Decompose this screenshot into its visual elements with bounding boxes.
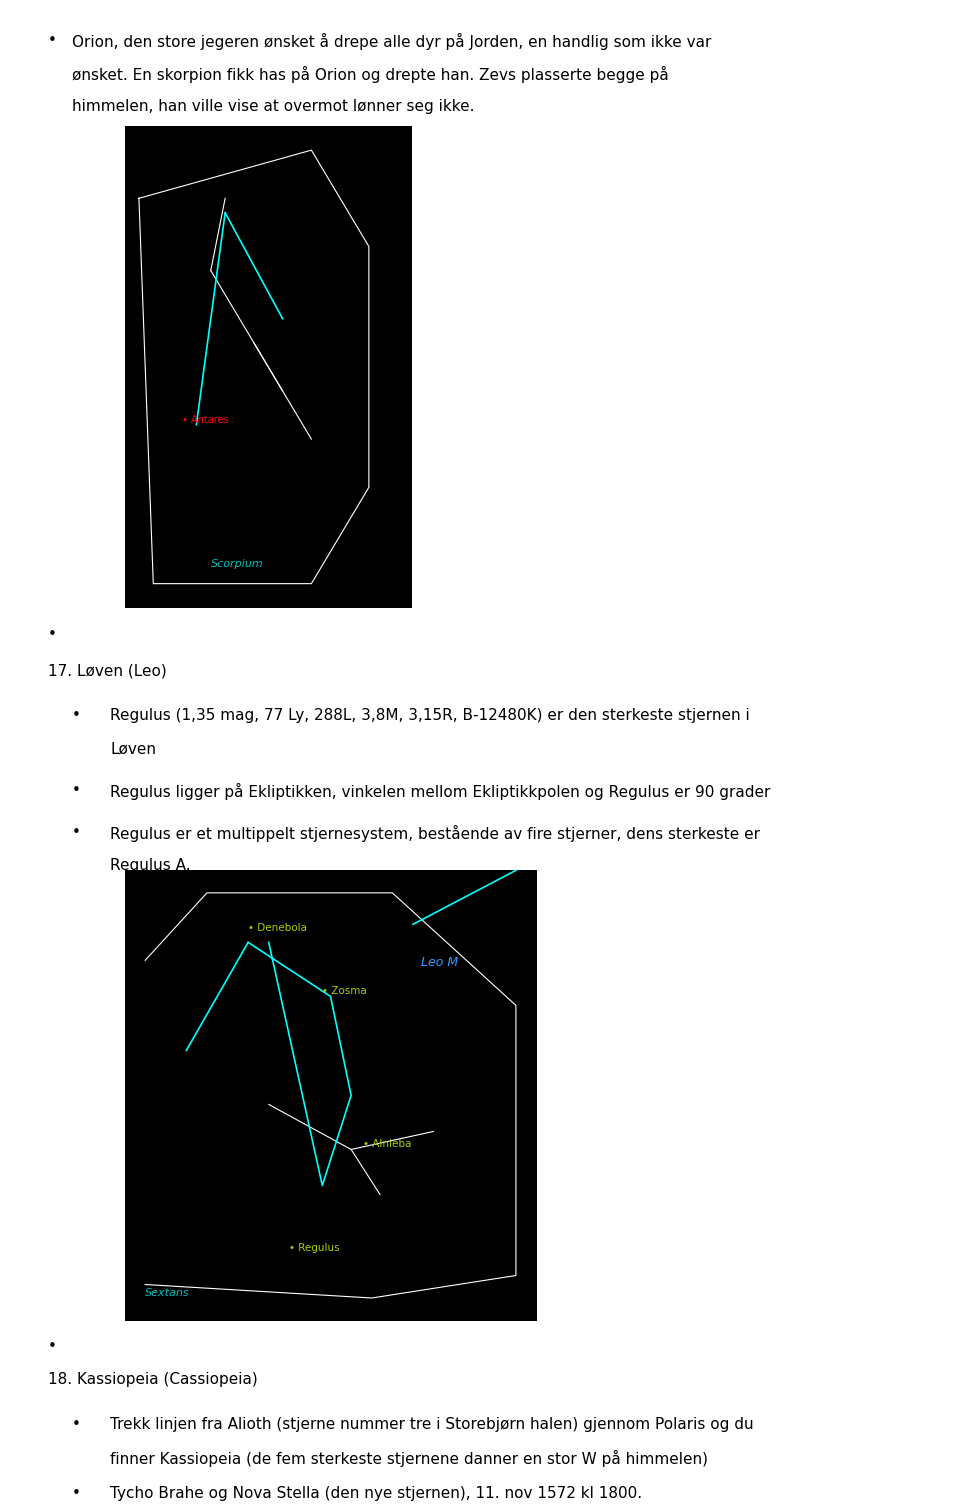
Text: •: • bbox=[72, 1486, 81, 1501]
Text: •: • bbox=[72, 1417, 81, 1432]
Text: •: • bbox=[48, 1339, 57, 1354]
Text: 18. Kassiopeia (Cassiopeia): 18. Kassiopeia (Cassiopeia) bbox=[48, 1372, 257, 1387]
Bar bbox=[125, 126, 412, 608]
Text: • Regulus: • Regulus bbox=[289, 1242, 340, 1253]
Text: Leo M: Leo M bbox=[421, 957, 458, 970]
Text: •: • bbox=[72, 826, 81, 841]
Text: Regulus ligger på Ekliptikken, vinkelen mellom Ekliptikkpolen og Regulus er 90 g: Regulus ligger på Ekliptikken, vinkelen … bbox=[110, 784, 771, 800]
Text: Løven: Løven bbox=[110, 741, 156, 757]
Text: Scorpium: Scorpium bbox=[211, 559, 264, 569]
Text: •: • bbox=[48, 627, 57, 642]
Text: 17. Løven (Leo): 17. Løven (Leo) bbox=[48, 663, 167, 678]
Text: • Alnieba: • Alnieba bbox=[364, 1140, 412, 1149]
Text: • Zosma: • Zosma bbox=[323, 987, 367, 996]
Text: finner Kassiopeia (de fem sterkeste stjernene danner en stor W på himmelen): finner Kassiopeia (de fem sterkeste stje… bbox=[110, 1450, 708, 1466]
Text: Tycho Brahe og Nova Stella (den nye stjernen), 11. nov 1572 kl 1800.: Tycho Brahe og Nova Stella (den nye stje… bbox=[110, 1486, 642, 1501]
Text: Orion, den store jegeren ønsket å drepe alle dyr på Jorden, en handlig som ikke : Orion, den store jegeren ønsket å drepe … bbox=[72, 33, 711, 50]
Text: Regulus A.: Regulus A. bbox=[110, 859, 191, 874]
Text: ønsket. En skorpion fikk has på Orion og drepte han. Zevs plasserte begge på: ønsket. En skorpion fikk has på Orion og… bbox=[72, 66, 668, 83]
Text: •: • bbox=[72, 784, 81, 799]
Text: himmelen, han ville vise at overmot lønner seg ikke.: himmelen, han ville vise at overmot lønn… bbox=[72, 99, 474, 114]
Text: •: • bbox=[72, 708, 81, 723]
Bar bbox=[125, 871, 537, 1321]
Text: Regulus er et multippelt stjernesystem, bestående av fire stjerner, dens sterkes: Regulus er et multippelt stjernesystem, … bbox=[110, 826, 760, 842]
Text: Sextans: Sextans bbox=[145, 1287, 190, 1298]
Text: Trekk linjen fra Alioth (stjerne nummer tre i Storebjørn halen) gjennom Polaris : Trekk linjen fra Alioth (stjerne nummer … bbox=[110, 1417, 754, 1432]
Text: • Antares: • Antares bbox=[182, 415, 228, 424]
Text: • Denebola: • Denebola bbox=[248, 923, 307, 934]
Text: Regulus (1,35 mag, 77 Ly, 288L, 3,8M, 3,15R, B-12480K) er den sterkeste stjernen: Regulus (1,35 mag, 77 Ly, 288L, 3,8M, 3,… bbox=[110, 708, 750, 723]
Text: •: • bbox=[48, 33, 57, 48]
